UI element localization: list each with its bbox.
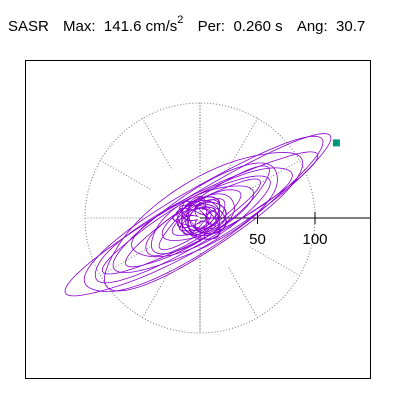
grid-spoke xyxy=(249,246,300,276)
peak-marker xyxy=(332,139,340,147)
chart-header: SASR Max: 141.6 cm/s2 Per: 0.260 s Ang: … xyxy=(8,14,366,35)
grid-spoke xyxy=(249,160,300,190)
orbit-loop xyxy=(131,175,271,258)
orbit-loop xyxy=(104,151,304,292)
axes xyxy=(200,212,370,224)
orbit-loop xyxy=(112,162,278,273)
orbit-loop xyxy=(94,151,319,284)
angle-label: Ang: xyxy=(296,18,328,35)
orbit-core xyxy=(171,195,227,241)
orbit-loop xyxy=(102,167,293,275)
plot-frame xyxy=(25,60,371,379)
x-tick-label: 50 xyxy=(249,231,266,248)
angle-value: 30.7 xyxy=(336,18,366,35)
orbit-loop xyxy=(83,135,324,292)
tick-labels: 50 100 xyxy=(249,231,327,248)
max-units: cm/s xyxy=(145,18,178,35)
grid-spoke xyxy=(228,267,258,318)
orbit-loop xyxy=(64,133,332,297)
x-tick-label: 100 xyxy=(302,231,327,248)
station-label: SASR xyxy=(8,18,49,35)
peak-marker-group xyxy=(332,139,340,147)
orbit-loop xyxy=(151,185,254,255)
max-label: Max: xyxy=(63,18,96,35)
orbit-trace xyxy=(64,133,332,297)
grid-spoke xyxy=(100,246,151,276)
period-value: 0.260 s xyxy=(233,18,283,35)
period-label: Per: xyxy=(197,18,226,35)
max-units-exponent: 2 xyxy=(177,14,184,26)
orbit-loop xyxy=(158,189,242,251)
grid-spoke xyxy=(142,118,172,169)
grid-spoke xyxy=(228,118,258,169)
grid-spoke xyxy=(142,267,172,318)
max-value: 141.6 xyxy=(103,18,142,35)
orbit-loop xyxy=(161,193,235,241)
grid-spoke xyxy=(100,160,151,190)
